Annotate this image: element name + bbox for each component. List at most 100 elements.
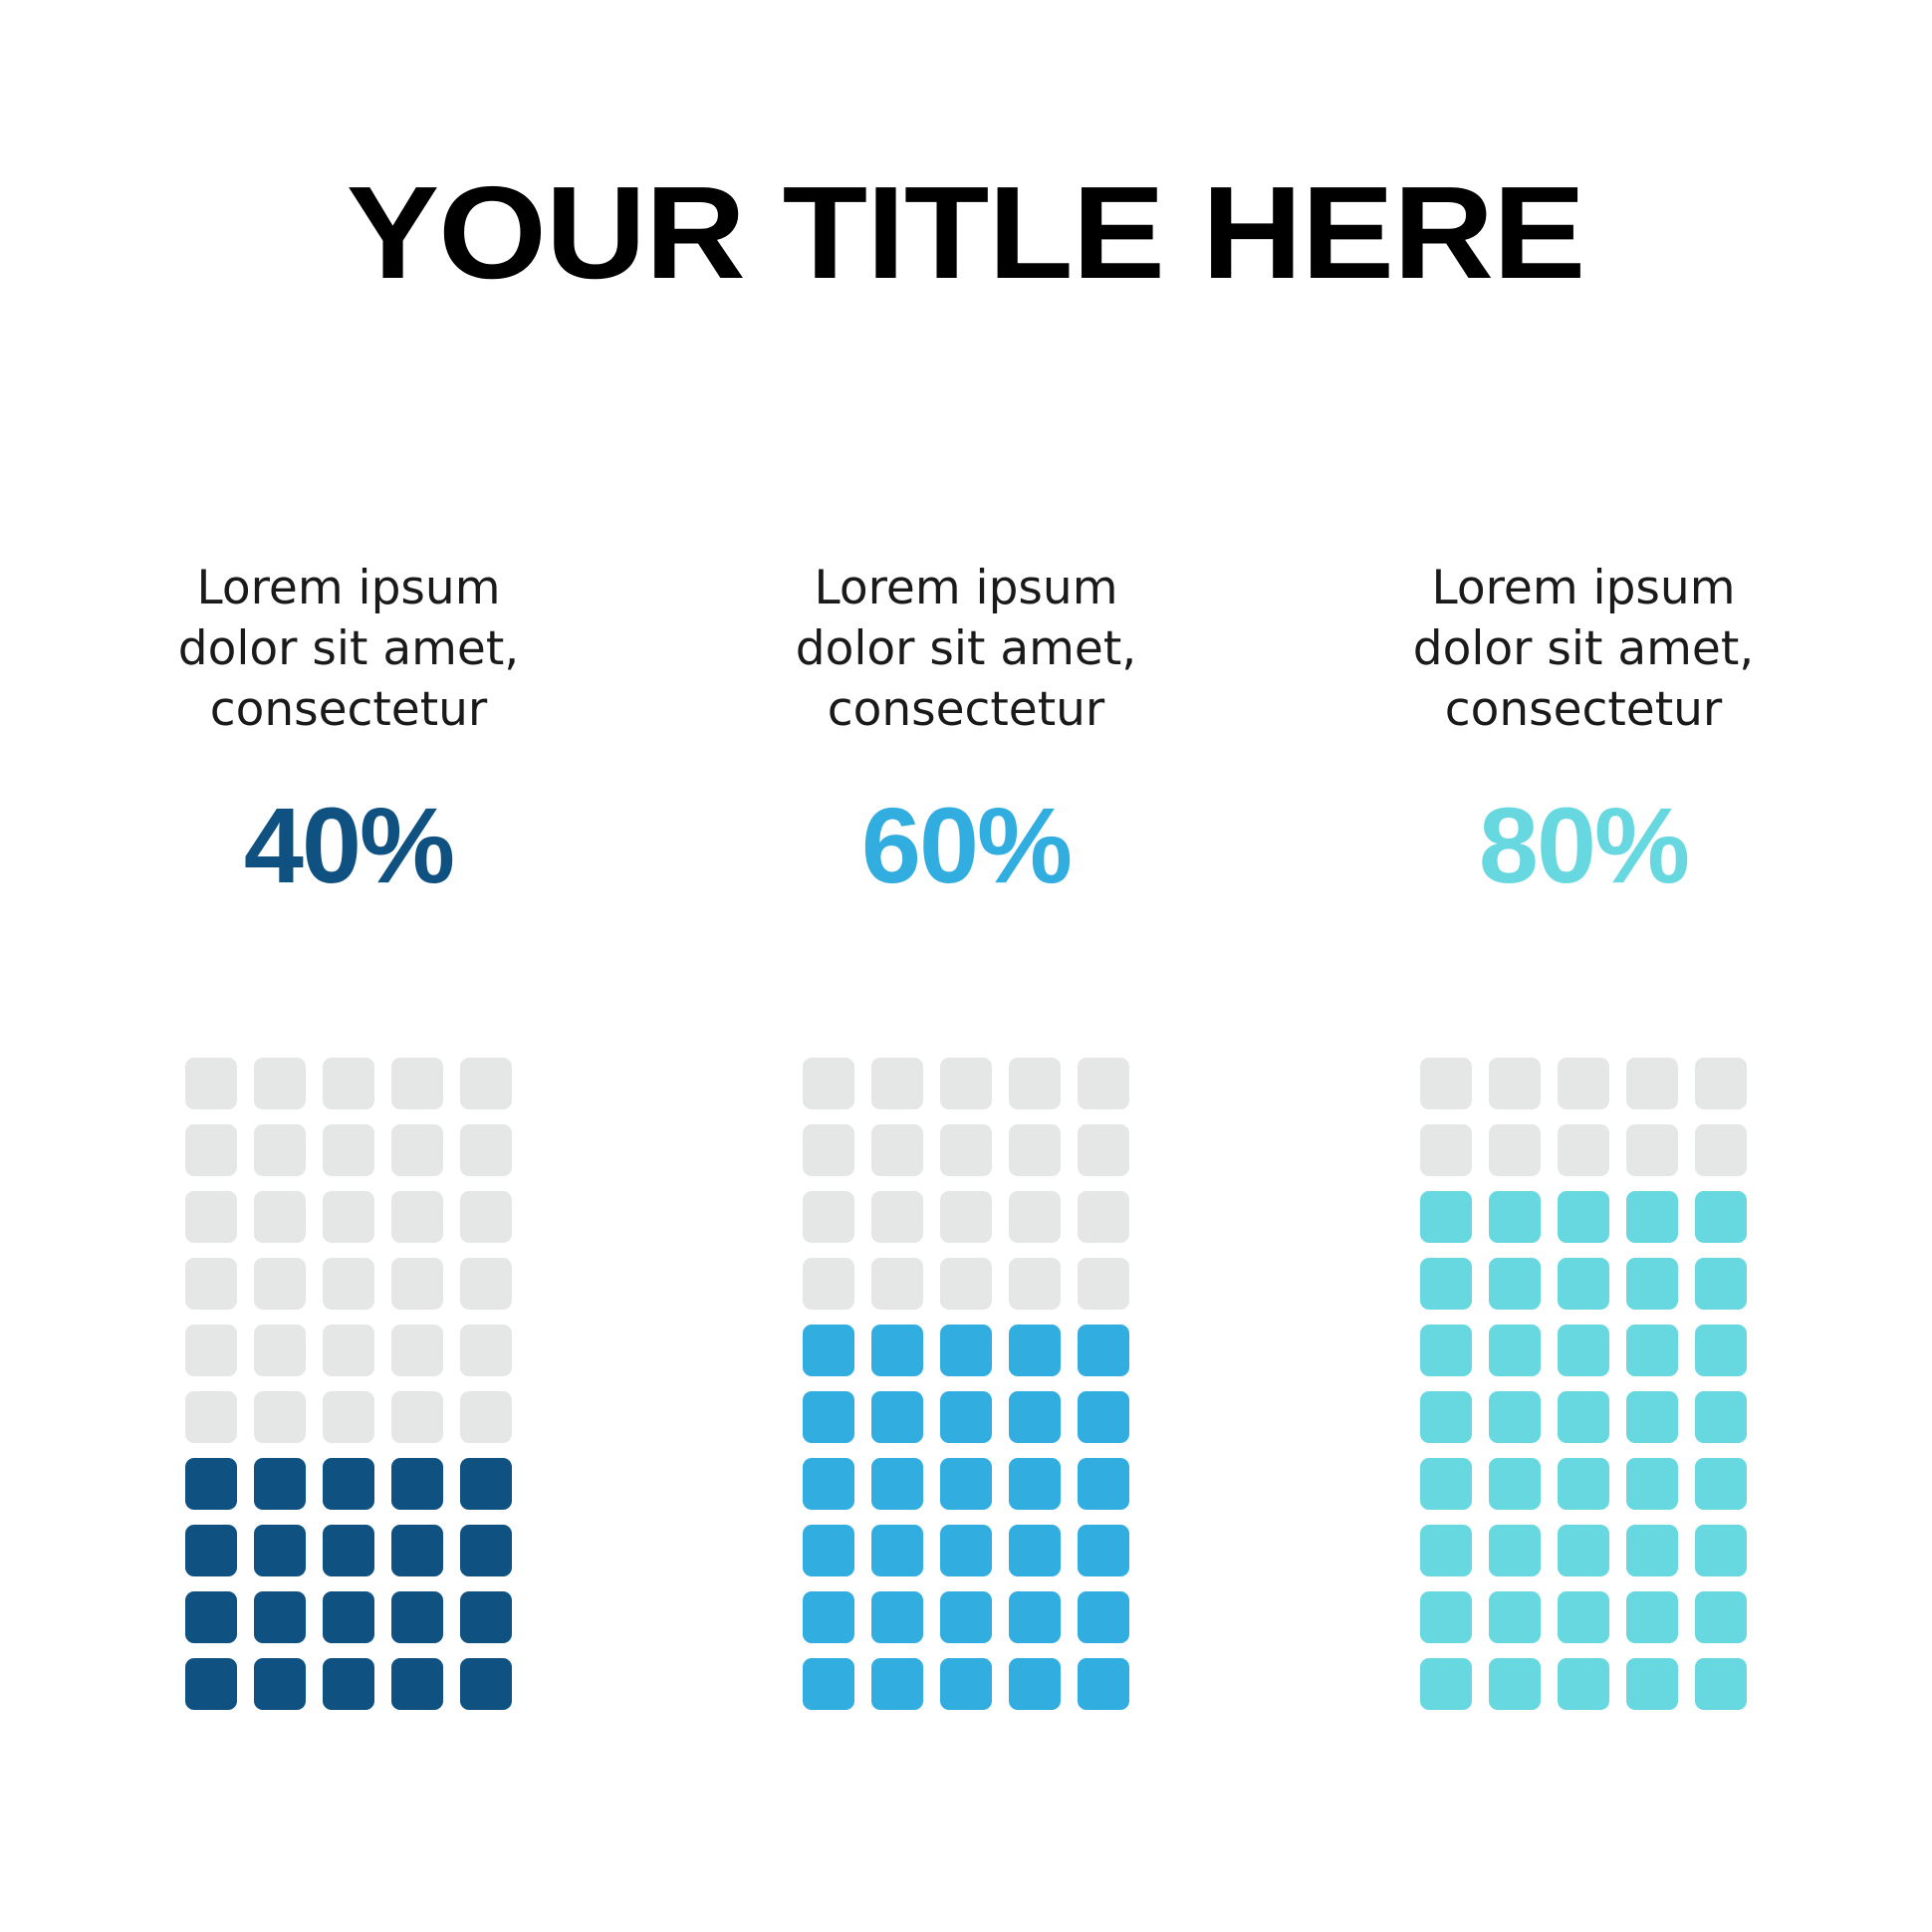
waffle-cell — [1626, 1258, 1678, 1310]
waffle-cell — [1626, 1191, 1678, 1243]
waffle-cell — [1558, 1391, 1609, 1443]
waffle-cell — [1558, 1258, 1609, 1310]
waffle-cell — [323, 1591, 374, 1643]
waffle-cell — [871, 1658, 923, 1710]
waffle-cell — [323, 1124, 374, 1176]
waffle-cell — [1695, 1391, 1747, 1443]
waffle-cell — [1489, 1658, 1541, 1710]
waffle-cell — [254, 1191, 306, 1243]
waffle-cell — [1489, 1458, 1541, 1510]
waffle-cell — [460, 1391, 512, 1443]
waffle-cell — [254, 1658, 306, 1710]
waffle-cell — [185, 1325, 237, 1376]
waffle-cell — [391, 1258, 443, 1310]
waffle-grid-wrap-1 — [40, 1058, 657, 1710]
waffle-cell — [871, 1124, 923, 1176]
waffle-cell — [1695, 1658, 1747, 1710]
waffle-cell — [1009, 1325, 1061, 1376]
waffle-cell — [940, 1191, 992, 1243]
waffle-cell — [940, 1058, 992, 1109]
waffle-cell — [803, 1058, 854, 1109]
waffle-cell — [871, 1325, 923, 1376]
waffle-grid-wrap-2 — [657, 1058, 1275, 1710]
waffle-cell — [871, 1191, 923, 1243]
waffle-cell — [1078, 1591, 1129, 1643]
waffle-cell — [185, 1124, 237, 1176]
waffle-cell — [254, 1591, 306, 1643]
waffle-cell — [1009, 1391, 1061, 1443]
waffle-cell — [185, 1258, 237, 1310]
waffle-cell — [323, 1658, 374, 1710]
waffle-cell — [871, 1458, 923, 1510]
waffle-cell — [803, 1124, 854, 1176]
waffle-cell — [460, 1191, 512, 1243]
waffle-cell — [940, 1325, 992, 1376]
waffle-cell — [254, 1258, 306, 1310]
waffle-cell — [1558, 1191, 1609, 1243]
waffle-cell — [254, 1325, 306, 1376]
waffle-cell — [940, 1258, 992, 1310]
waffle-cell — [1489, 1325, 1541, 1376]
waffle-cell — [185, 1591, 237, 1643]
waffle-cell — [1695, 1325, 1747, 1376]
stat-caption-1: Lorem ipsum dolor sit amet, consectetur — [177, 561, 520, 738]
waffle-cell — [1489, 1525, 1541, 1576]
waffle-cell — [1558, 1591, 1609, 1643]
waffle-cell — [460, 1458, 512, 1510]
waffle-cell — [1009, 1591, 1061, 1643]
waffle-cell — [803, 1191, 854, 1243]
waffle-cell — [1420, 1391, 1472, 1443]
waffle-cell — [1558, 1525, 1609, 1576]
waffle-cell — [323, 1191, 374, 1243]
waffle-cell — [1626, 1058, 1678, 1109]
waffle-cell — [871, 1391, 923, 1443]
waffle-cell — [185, 1058, 237, 1109]
waffle-cell — [1078, 1191, 1129, 1243]
waffle-cell — [460, 1124, 512, 1176]
waffle-cell — [1489, 1391, 1541, 1443]
waffle-cell — [460, 1325, 512, 1376]
waffle-cell — [871, 1258, 923, 1310]
waffle-cell — [1558, 1458, 1609, 1510]
waffle-cell — [391, 1658, 443, 1710]
stats-columns: Lorem ipsum dolor sit amet, consectetur … — [0, 558, 1932, 899]
waffle-cell — [391, 1325, 443, 1376]
stat-caption-2: Lorem ipsum dolor sit amet, consectetur — [795, 561, 1137, 738]
waffle-cell — [391, 1458, 443, 1510]
waffle-cell — [1420, 1191, 1472, 1243]
stat-column-3: Lorem ipsum dolor sit amet, consectetur … — [1275, 558, 1892, 899]
waffle-cell — [1695, 1591, 1747, 1643]
waffle-cell — [1420, 1325, 1472, 1376]
waffle-cell — [940, 1525, 992, 1576]
waffle-cell — [1009, 1458, 1061, 1510]
waffle-cell — [460, 1058, 512, 1109]
waffle-cell — [323, 1325, 374, 1376]
waffle-cell — [803, 1458, 854, 1510]
waffle-cell — [1695, 1525, 1747, 1576]
waffle-cell — [254, 1525, 306, 1576]
waffle-cell — [871, 1525, 923, 1576]
stat-caption-3: Lorem ipsum dolor sit amet, consectetur — [1412, 561, 1755, 738]
waffle-cell — [391, 1124, 443, 1176]
waffle-cell — [940, 1591, 992, 1643]
waffle-cell — [1420, 1058, 1472, 1109]
waffle-cell — [1626, 1391, 1678, 1443]
waffle-cell — [1078, 1058, 1129, 1109]
waffle-grid-3 — [1420, 1058, 1747, 1710]
waffle-cell — [391, 1191, 443, 1243]
waffle-cell — [1626, 1591, 1678, 1643]
waffle-cell — [1420, 1658, 1472, 1710]
title-block: YOUR TITLE HERE — [0, 167, 1932, 299]
waffle-cell — [1626, 1525, 1678, 1576]
waffle-cell — [803, 1391, 854, 1443]
waffle-cell — [1558, 1124, 1609, 1176]
waffle-cell — [940, 1458, 992, 1510]
waffle-cell — [1078, 1124, 1129, 1176]
waffle-cell — [1420, 1124, 1472, 1176]
waffle-cell — [1009, 1058, 1061, 1109]
waffle-cell — [391, 1591, 443, 1643]
waffle-cell — [254, 1124, 306, 1176]
waffle-cell — [1695, 1124, 1747, 1176]
waffle-cell — [1420, 1525, 1472, 1576]
waffle-cell — [871, 1058, 923, 1109]
